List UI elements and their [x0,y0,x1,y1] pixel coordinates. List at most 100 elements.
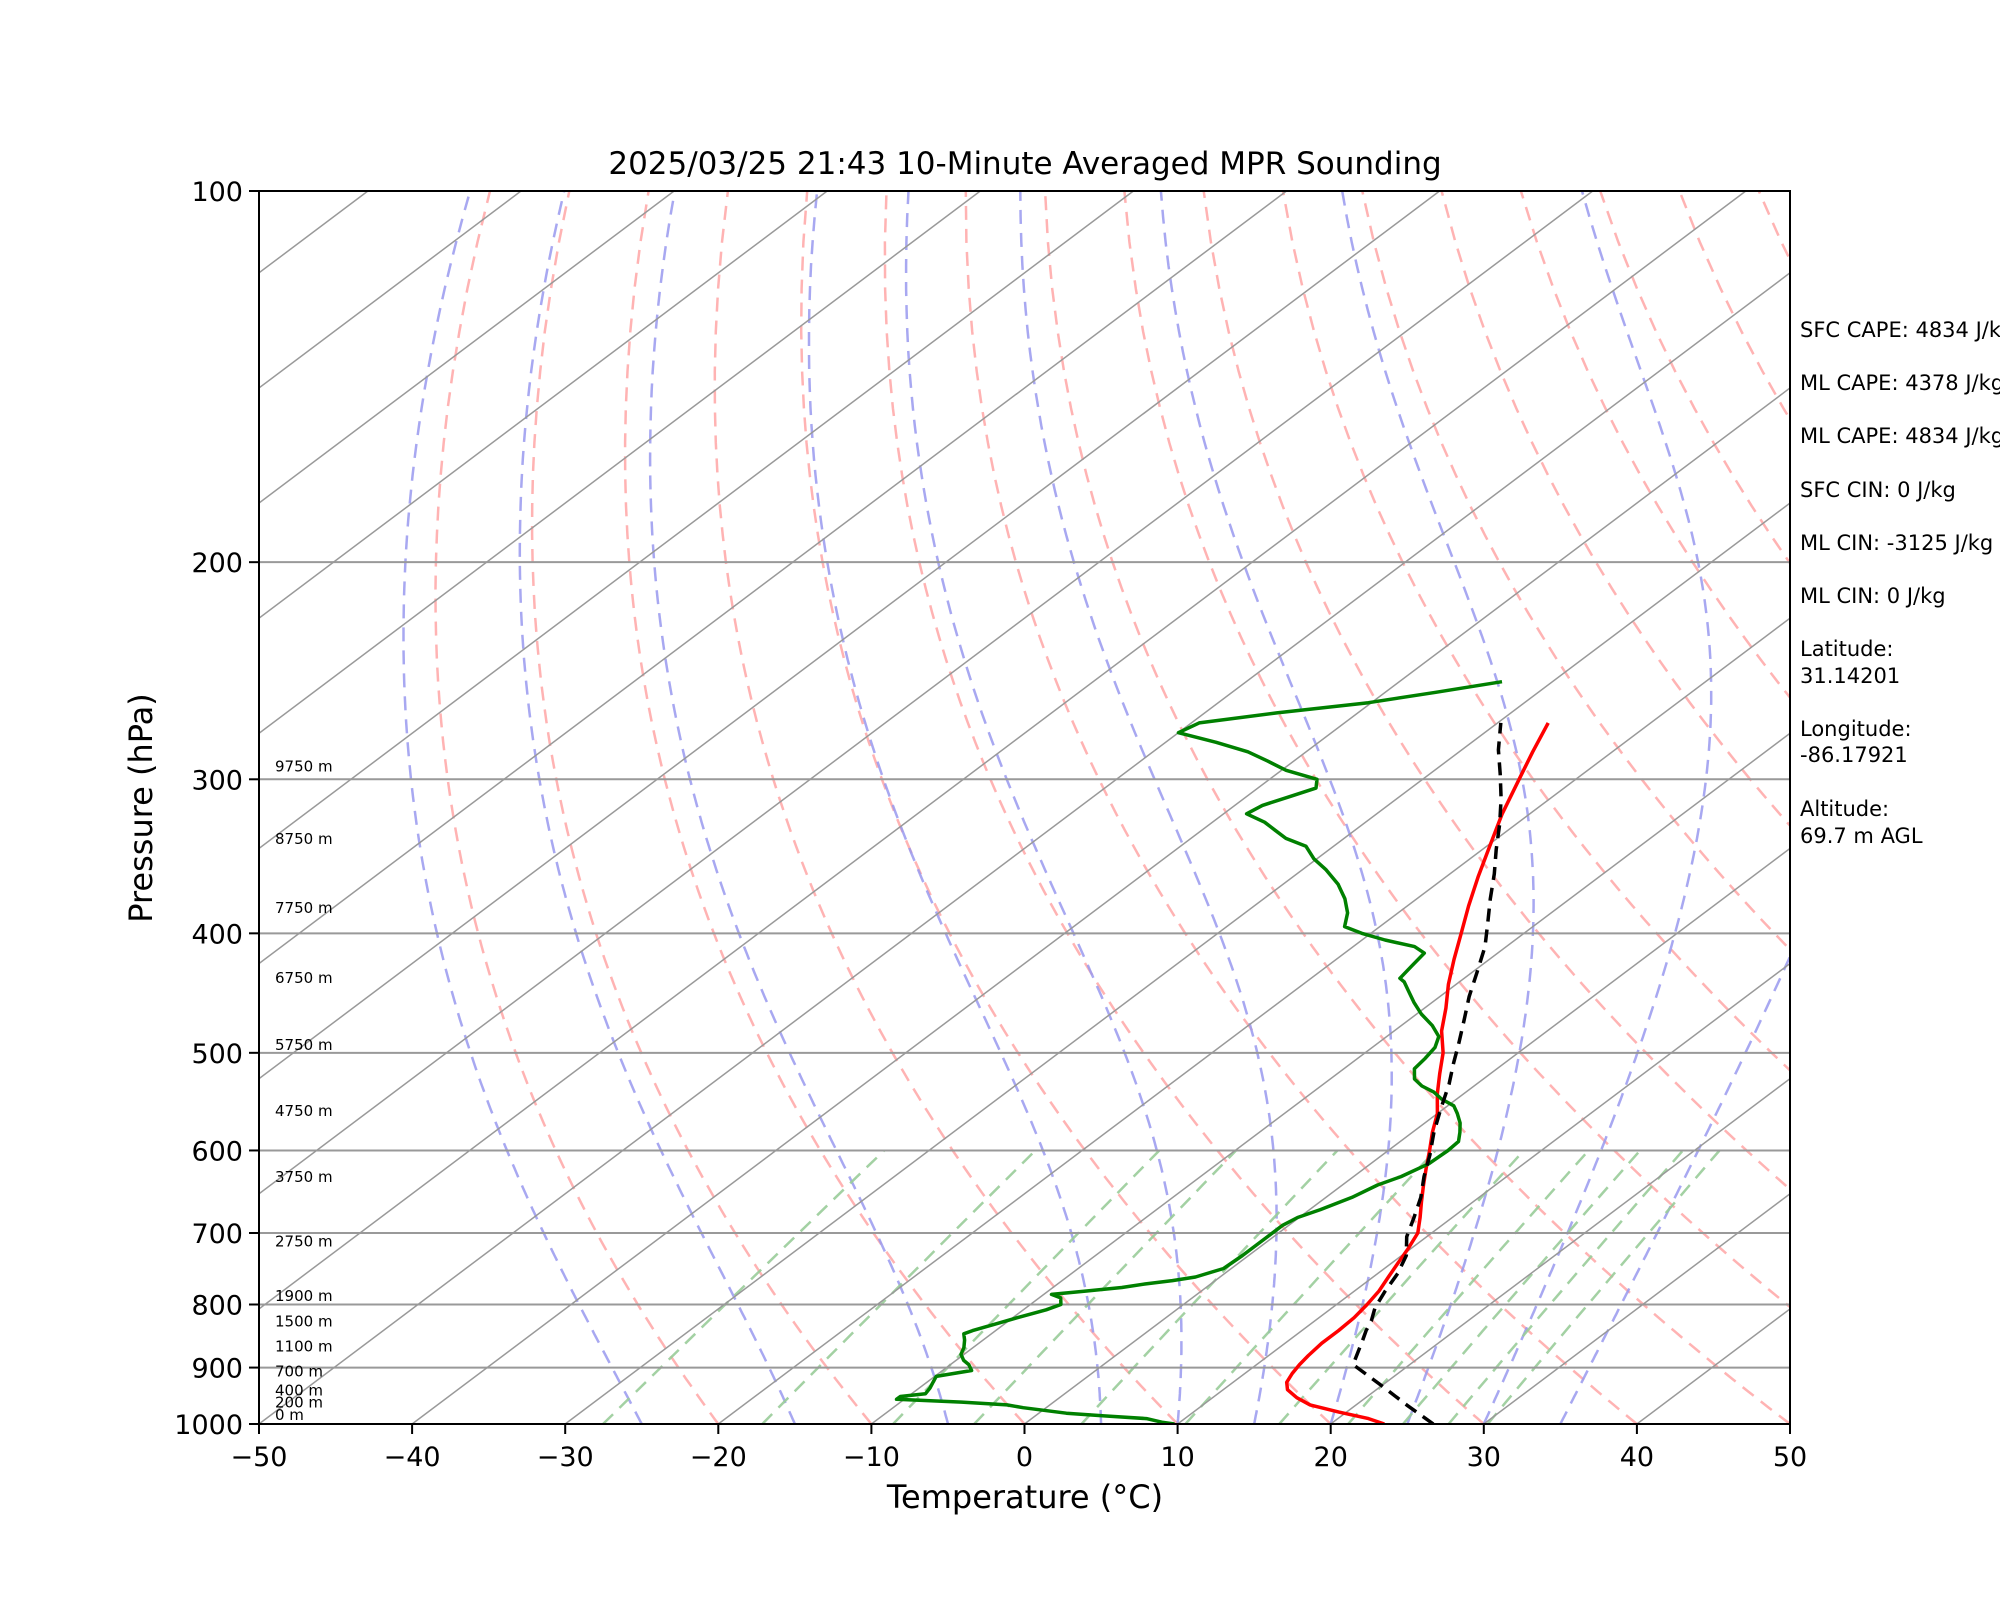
isotherm-line [0,191,215,1424]
x-tick-label: 40 [1620,1442,1654,1473]
height-label: 200 m [275,1394,323,1412]
isotherm-line [259,191,1134,850]
moist-adiabat [1159,191,1393,1424]
series-lines [894,679,1550,1424]
annotation-text: Longitude: [1800,717,1912,741]
height-label: 8750 m [275,830,333,848]
isotherm-line [259,191,522,389]
mixing-ratio-line [1184,1149,1437,1424]
y-tick-label: 800 [191,1291,243,1322]
isotherm-line [1483,1192,1790,1424]
y-tick-label: 900 [191,1354,243,1385]
height-label: 5750 m [275,1036,333,1054]
isotherm-line [411,387,1790,1424]
dry-adiabat [883,191,1485,1424]
dewpoint-line [894,679,1503,1424]
temperature-line [1284,722,1550,1424]
dry-adiabat [1440,191,1790,828]
isotherm-line [259,191,1441,1080]
isotherm-line [870,732,1790,1424]
moist-adiabat [518,191,797,1424]
isotherm-line [259,271,1790,1424]
x-tick-label: −10 [843,1442,900,1473]
isotherm-line [259,191,828,620]
x-tick-label: −50 [231,1442,288,1473]
moist-adiabat [402,191,643,1424]
isotherm-line [1330,1077,1790,1424]
background-lines [402,191,1790,1424]
dry-adiabat [964,191,1638,1424]
dry-adiabat [1123,191,1790,1309]
isotherm-line [717,617,1790,1424]
isotherm-line [259,191,981,735]
x-tick-label: 0 [1016,1442,1033,1473]
height-label: 1500 m [275,1313,333,1331]
annotation-text: ML CAPE: 4834 J/kg [1800,424,2000,448]
annotation-text: ML CIN: 0 J/kg [1800,584,1946,608]
x-tick-label: 10 [1160,1442,1194,1473]
x-axis-ticks: −50 −40 −30 −20 −10 0 10 20 30 40 50 [231,1424,1807,1473]
isotherm-line [259,191,675,505]
y-tick-label: 100 [191,177,243,208]
x-tick-label: −20 [690,1442,747,1473]
x-tick-label: 50 [1773,1442,1807,1473]
annotation-text: ML CIN: -3125 J/kg [1800,531,1993,555]
y-axis-label: Pressure (hPa) [122,693,160,923]
x-tick-label: 30 [1467,1442,1501,1473]
y-tick-label: 700 [191,1219,243,1250]
annotation-text: 31.14201 [1800,664,1900,688]
grid-lines [0,191,1790,1424]
height-label: 1900 m [275,1287,333,1305]
annotation-text: SFC CIN: 0 J/kg [1800,478,1956,502]
y-tick-label: 1000 [174,1410,243,1441]
dry-adiabat [713,191,1179,1424]
y-tick-label: 200 [191,548,243,579]
mixing-ratio-line [761,1149,1037,1424]
isotherm-line [259,191,1594,1195]
plot-frame [258,190,1791,1425]
height-label: 0 m [275,1406,304,1424]
y-tick-label: 600 [191,1136,243,1167]
side-annotations: SFC CAPE: 4834 J/kg ML CAPE: 4378 J/kg ML … [1800,318,2000,848]
isotherm-line [564,502,1790,1424]
x-axis-label: Temperature (°C) [886,1478,1163,1516]
mixing-ratio-line [602,1149,886,1424]
moist-adiabat [1482,191,1713,1424]
chart-title: 2025/03/25 21:43 10-Minute Averaged MPR … [608,146,1441,182]
dry-adiabat [1519,191,1790,700]
height-label: 1100 m [275,1338,333,1356]
isotherm-line [1177,962,1790,1424]
dry-adiabat [530,191,873,1424]
x-tick-label: −40 [384,1442,441,1473]
height-label: 9750 m [275,758,333,776]
mixing-ratio-line [1447,1149,1684,1424]
moist-adiabat [648,191,950,1424]
height-label: 4750 m [275,1102,333,1120]
height-label: 7750 m [275,899,333,917]
isotherm-line [259,191,1747,1310]
annotation-text: Altitude: [1800,797,1889,821]
x-tick-label: 20 [1314,1442,1348,1473]
dry-adiabat [434,191,720,1424]
moist-adiabat [807,191,1103,1424]
moist-adiabat [1019,191,1278,1424]
y-tick-label: 400 [191,919,243,950]
annotation-text: SFC CAPE: 4834 J/kg [1800,318,2000,342]
annotation-text: -86.17921 [1800,743,1908,767]
y-axis-ticks: 100 200 300 400 500 600 700 800 900 1000 [174,177,259,1441]
y-tick-label: 500 [191,1039,243,1070]
height-label: 400 m [275,1381,323,1399]
annotation-text: Latitude: [1800,637,1894,661]
dry-adiabat [623,191,1026,1424]
parcel-line [1351,722,1503,1424]
height-label: 6750 m [275,969,333,987]
dry-adiabat [1281,191,1790,1073]
mixing-ratio-line [1402,1149,1642,1424]
moist-adiabat [1559,953,1790,1424]
annotation-text: ML CAPE: 4378 J/kg [1800,371,2000,395]
height-label: 700 m [275,1363,323,1381]
mixing-ratio-line [1278,1149,1525,1424]
mixing-ratio-line [1486,1149,1721,1424]
